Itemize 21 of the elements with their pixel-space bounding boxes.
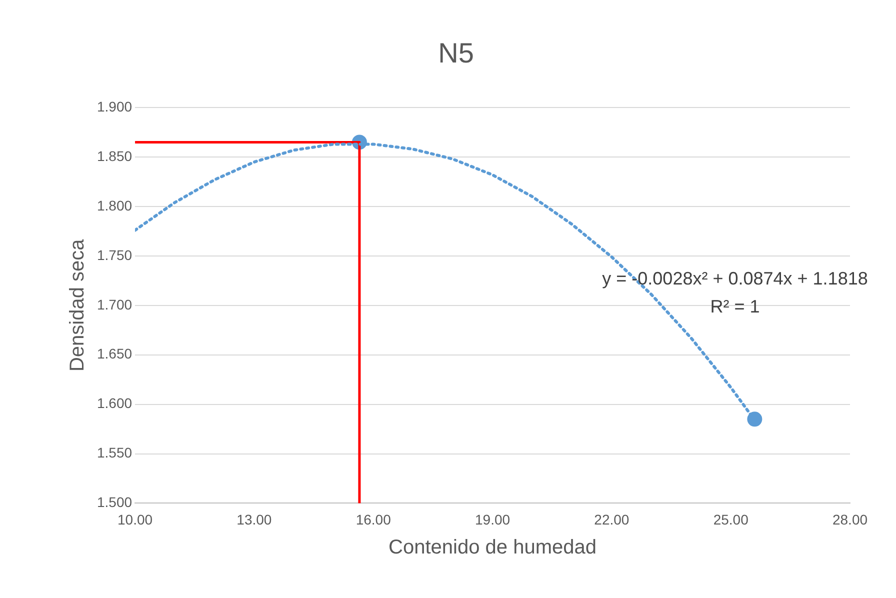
y-tick-label: 1.650 [96, 346, 132, 362]
x-tick-label: 13.00 [236, 511, 272, 528]
x-tick-label: 16.00 [356, 511, 392, 528]
x-tick-label: 25.00 [713, 511, 749, 528]
y-tick-label: 1.700 [96, 296, 132, 312]
y-tick-label: 1.800 [96, 197, 132, 214]
y-axis-title: Densidad seca [66, 238, 89, 372]
x-tick-label: 19.00 [474, 511, 510, 528]
y-tick-label: 1.550 [96, 444, 132, 461]
y-tick-label: 1.500 [96, 494, 132, 510]
annotation: R² = 1 [710, 296, 760, 317]
chart-title: N5 [438, 38, 474, 69]
y-tick-label: 1.850 [96, 148, 132, 164]
y-tick-label: 1.600 [96, 395, 132, 412]
y-tick-label: 1.900 [96, 98, 132, 114]
annotation: y = -0.0028x² + 0.0874x + 1.1818 [602, 268, 868, 289]
x-axis-title: Contenido de humedad [388, 536, 596, 559]
x-tick-label: 28.00 [832, 511, 868, 528]
y-tick-label: 1.750 [96, 246, 132, 263]
x-tick-label: 22.00 [594, 511, 630, 528]
x-tick-label: 10.00 [118, 511, 153, 528]
